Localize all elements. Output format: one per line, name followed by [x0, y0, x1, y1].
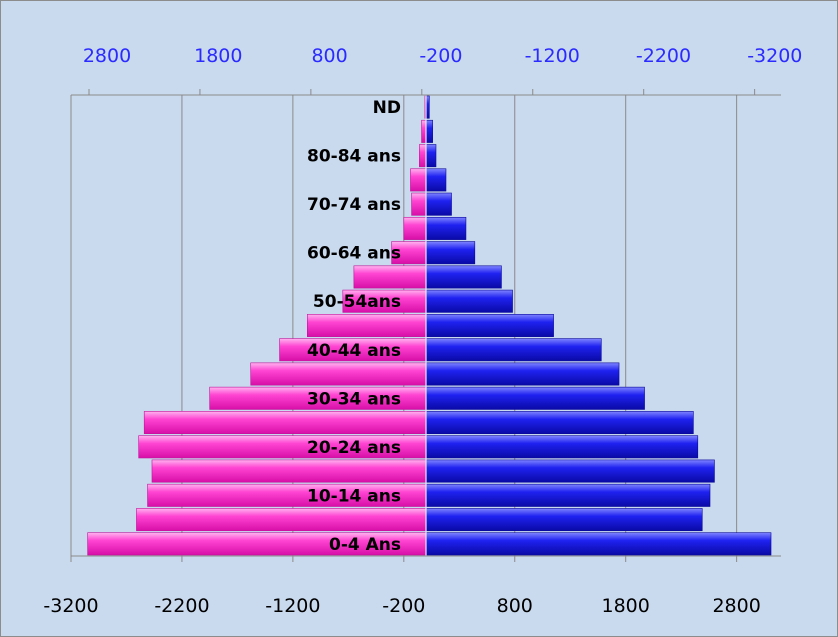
bottom-tick-label: 1800 [602, 595, 650, 617]
bottom-tick-label: -1200 [265, 595, 320, 617]
bar-left [306, 314, 427, 337]
bar-right [425, 289, 513, 313]
bar-right [425, 532, 772, 556]
bar-left [419, 144, 427, 168]
bar-right [425, 216, 467, 240]
bottom-tick-label: -3200 [43, 595, 98, 617]
category-label: 0-4 Ans [329, 535, 401, 555]
bar-left [410, 168, 427, 192]
bar-right [425, 362, 620, 386]
bar-left [421, 119, 427, 143]
top-tick-label: 800 [311, 45, 347, 67]
top-tick-label: -3200 [747, 45, 802, 67]
bar-right [425, 168, 447, 192]
bar-left [250, 362, 427, 386]
bottom-tick-label: 2800 [712, 595, 760, 617]
bar-right [425, 483, 711, 507]
category-label: 70-74 ans [307, 195, 401, 215]
bar-right [425, 386, 645, 410]
bar-right [425, 241, 476, 265]
category-label: 10-14 ans [307, 486, 401, 506]
bar-right [425, 411, 694, 435]
top-tick-label: 2800 [83, 45, 131, 67]
category-label: 20-24 ans [307, 438, 401, 458]
bottom-tick-label: -200 [382, 595, 425, 617]
top-tick-label: -200 [419, 45, 462, 67]
bottom-tick-label: -2200 [154, 595, 209, 617]
axes-group: -3200 -2200 -1200 -200 800 1800 2800 2800 1800 80… [43, 45, 802, 617]
bars-group [87, 95, 772, 556]
bar-right [425, 192, 452, 216]
category-label: 30-34 ans [307, 389, 401, 409]
top-tick-label: -1200 [525, 45, 580, 67]
bar-right [425, 144, 437, 168]
category-label: 80-84 ans [307, 147, 401, 167]
bar-right [425, 508, 703, 532]
bar-left [353, 265, 427, 289]
category-label: 50-54ans [313, 292, 401, 312]
bar-right [425, 119, 433, 143]
bar-left [143, 411, 427, 435]
bar-right [425, 435, 699, 459]
bottom-tick-label: 800 [497, 595, 533, 617]
bar-right [425, 265, 502, 289]
bar-left [136, 508, 427, 532]
category-label: 40-44 ans [307, 341, 401, 361]
category-labels: 0-4 Ans 10-14 ans 20-24 ans 30-34 ans 40-44 … [307, 98, 401, 555]
bar-right [425, 314, 554, 337]
bar-right [425, 338, 602, 362]
bar-left [411, 192, 427, 216]
bar-left [151, 459, 427, 483]
top-tick-label: -2200 [636, 45, 691, 67]
category-label: ND [373, 98, 401, 118]
bar-left [403, 216, 427, 240]
bar-right [425, 459, 715, 483]
top-tick-label: 1800 [194, 45, 242, 67]
category-label: 60-64 ans [307, 244, 401, 264]
